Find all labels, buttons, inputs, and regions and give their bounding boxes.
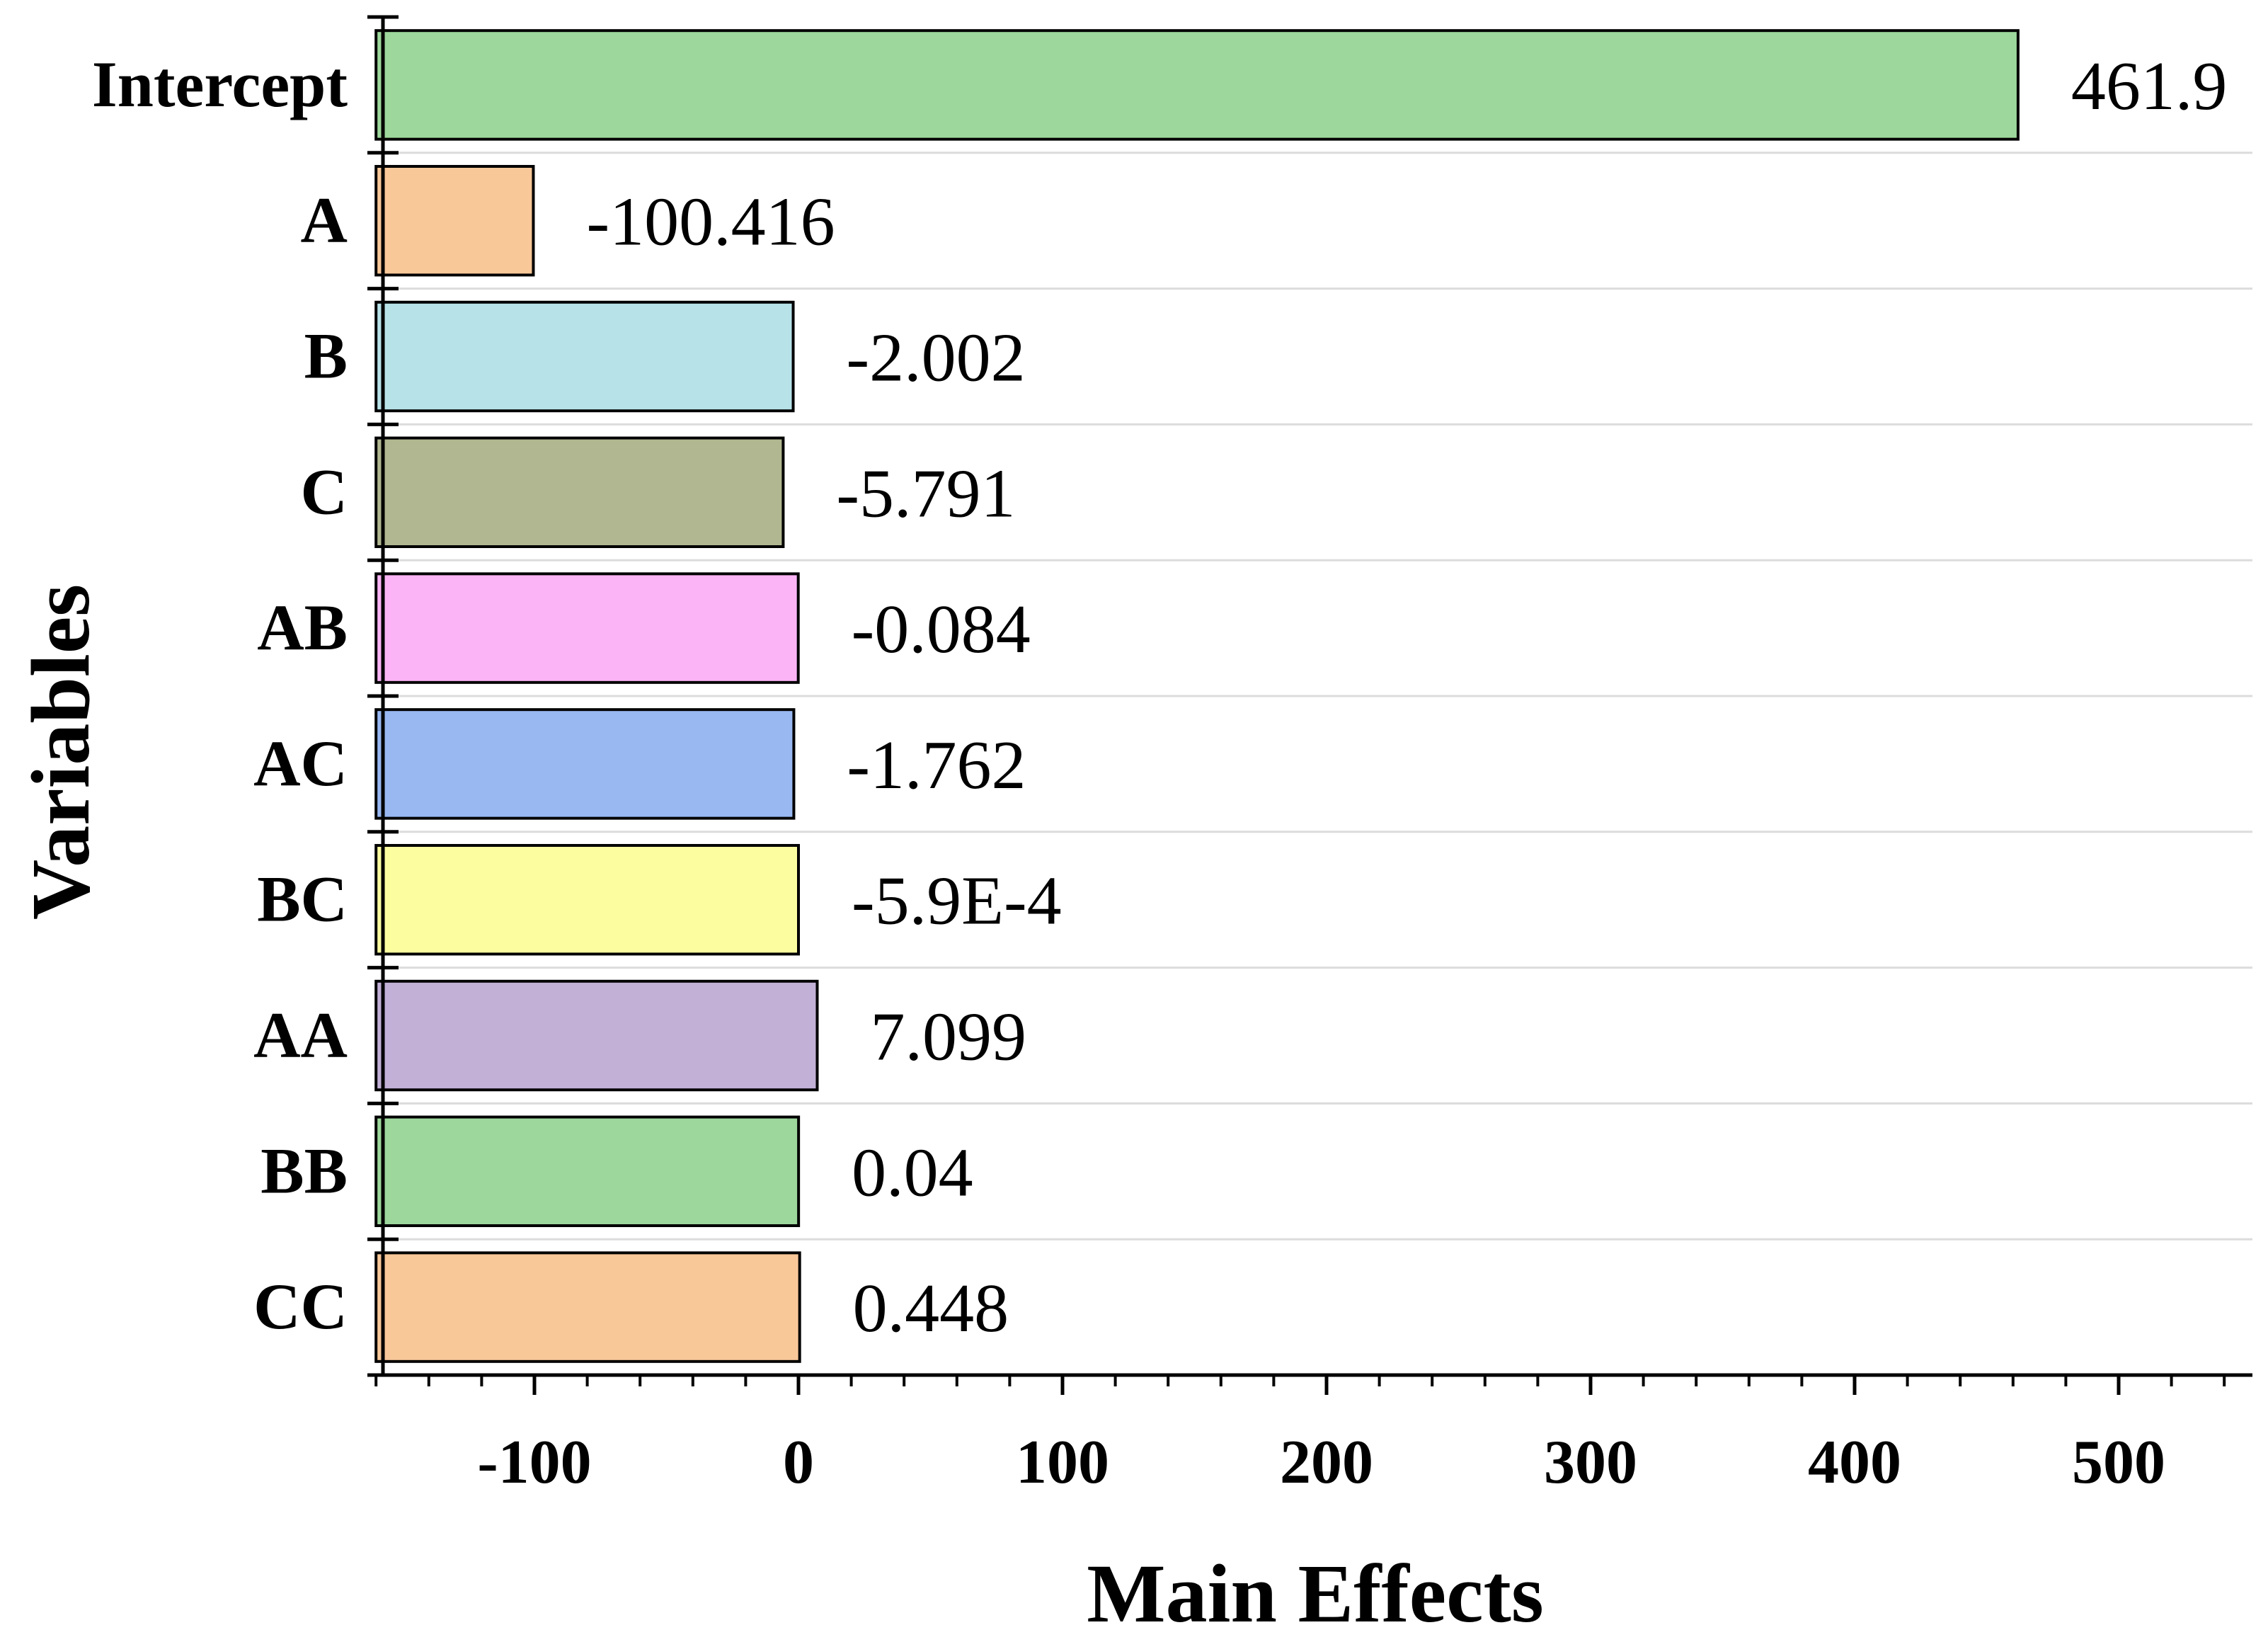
category-label: CC [253,1270,348,1342]
axes [367,15,2252,1395]
x-tick-label: 400 [1808,1428,1901,1497]
bar-bc [374,843,800,956]
category-label: A [301,184,348,256]
bar-b [374,300,795,413]
value-label: -100.416 [586,184,835,261]
bar-ac [374,708,796,820]
category-label: BC [257,863,348,935]
category-label: AB [257,591,348,663]
category-label: B [304,320,348,392]
x-tick-label: 100 [1016,1428,1109,1497]
bar-bb [374,1115,801,1228]
x-tick-label: -100 [477,1428,591,1497]
category-label: Intercept [92,48,348,120]
x-axis-title: Main Effects [1087,1547,1544,1640]
category-label: BB [260,1134,348,1207]
value-label: -0.084 [852,591,1031,668]
x-tick-label: 0 [783,1428,814,1497]
value-label: -5.791 [836,455,1015,532]
value-label: -2.002 [847,320,1026,397]
bars [374,29,2020,1363]
labels: Intercept 461.9 A -100.416 B -2.002 C -5.791 AB -… [92,48,2227,1497]
bar-c [374,436,785,549]
value-label: 0.04 [852,1134,973,1211]
category-label: AA [253,999,348,1071]
x-tick-label: 300 [1544,1428,1637,1497]
x-tick-label: 200 [1280,1428,1373,1497]
value-label: -5.9E-4 [852,863,1062,940]
value-label: 7.099 [870,999,1026,1076]
x-tick-label: 500 [2072,1428,2165,1497]
value-label: 0.448 [853,1270,1009,1347]
bar-intercept [374,29,2020,141]
grid-lines [383,152,2252,1241]
bar-cc [374,1251,801,1363]
category-label: AC [253,727,348,799]
bar-a [374,164,535,277]
y-axis-title: Variables [14,584,107,920]
bar-ab [374,572,800,684]
value-label: -1.762 [847,727,1026,804]
value-label: 461.9 [2071,48,2228,125]
category-label: C [301,455,348,528]
bar-aa [374,979,819,1092]
